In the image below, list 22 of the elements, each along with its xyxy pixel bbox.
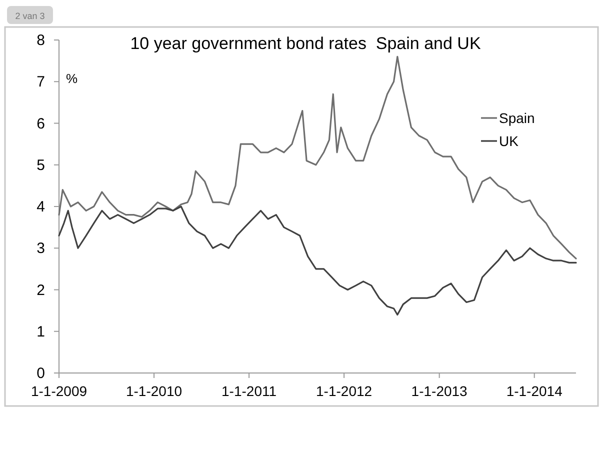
x-tick-label: 1-1-2012 <box>316 383 372 399</box>
y-tick-label: 0 <box>36 365 45 382</box>
text: 2 van 3 <box>15 11 45 21</box>
x-tick-label: 1-1-2013 <box>411 383 468 399</box>
legend-label: UK <box>499 133 520 149</box>
x-tick-label: 1-1-2009 <box>30 383 88 399</box>
x-tick-label: 1-1-2011 <box>222 383 277 399</box>
y-tick-label: 2 <box>36 282 45 299</box>
y-tick-label: 3 <box>36 240 45 258</box>
x-tick-label: 1-1-2014 <box>506 383 563 399</box>
line-series <box>58 56 577 260</box>
y-tick-label: 8 <box>36 32 45 49</box>
y-tick-label: 4 <box>36 198 45 216</box>
legend-label: Spain <box>499 110 535 126</box>
line-series <box>58 206 577 316</box>
y-tick-label: 6 <box>36 115 45 132</box>
y-tick-label: 5 <box>36 156 45 174</box>
y-tick-label: 7 <box>36 74 45 91</box>
x-tick-label: 1-1-2010 <box>126 383 182 399</box>
y-tick-label: 1 <box>36 323 45 340</box>
chart-title: 10 year government bond rates Spain and UK <box>130 34 482 53</box>
y-axis-title: % <box>66 71 78 86</box>
